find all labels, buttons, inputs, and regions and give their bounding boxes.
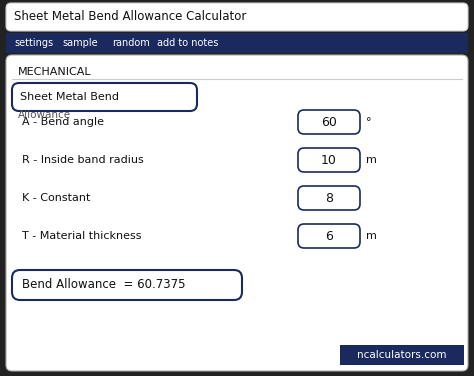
FancyBboxPatch shape (6, 55, 468, 371)
Text: R - Inside band radius: R - Inside band radius (22, 155, 144, 165)
Text: ncalculators.com: ncalculators.com (357, 350, 447, 360)
Text: m: m (366, 231, 377, 241)
Text: 10: 10 (321, 153, 337, 167)
Text: sample: sample (62, 38, 98, 48)
Text: °: ° (366, 117, 372, 127)
Text: A - Bend angle: A - Bend angle (22, 117, 104, 127)
Text: Bend Allowance  = 60.7375: Bend Allowance = 60.7375 (22, 279, 185, 291)
Text: Allowance: Allowance (18, 110, 71, 120)
Text: 6: 6 (325, 229, 333, 243)
Text: 8: 8 (325, 191, 333, 205)
FancyBboxPatch shape (298, 186, 360, 210)
FancyBboxPatch shape (6, 3, 468, 31)
Text: K - Constant: K - Constant (22, 193, 91, 203)
FancyBboxPatch shape (298, 148, 360, 172)
FancyBboxPatch shape (12, 270, 242, 300)
Text: Sheet Metal Bend: Sheet Metal Bend (20, 92, 119, 102)
Text: 60: 60 (321, 115, 337, 129)
Text: add to notes: add to notes (157, 38, 219, 48)
Text: random: random (112, 38, 150, 48)
Bar (340, 345, 464, 365)
Bar (6, 33, 468, 53)
Text: m: m (366, 155, 377, 165)
Text: T - Material thickness: T - Material thickness (22, 231, 142, 241)
Text: Sheet Metal Bend Allowance Calculator: Sheet Metal Bend Allowance Calculator (14, 11, 246, 23)
FancyBboxPatch shape (298, 110, 360, 134)
Text: settings: settings (14, 38, 53, 48)
Text: MECHANICAL: MECHANICAL (18, 67, 91, 77)
FancyBboxPatch shape (298, 224, 360, 248)
FancyBboxPatch shape (12, 83, 197, 111)
